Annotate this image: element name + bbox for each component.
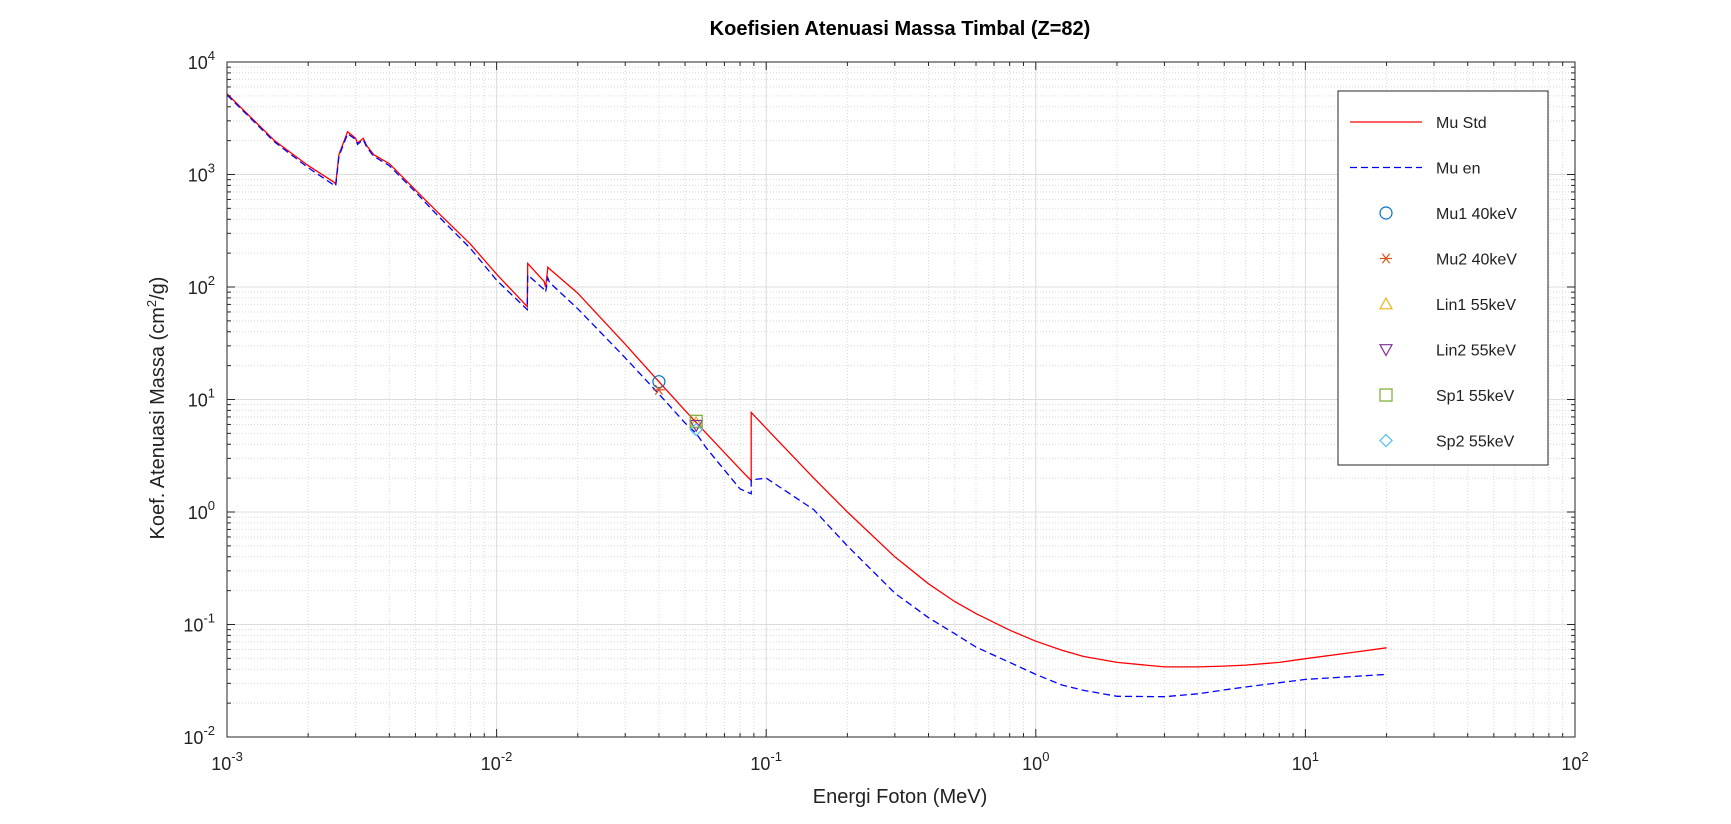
- legend-swatch: [1378, 296, 1394, 310]
- legend-swatch: [1380, 253, 1392, 264]
- chart-title: Koefisien Atenuasi Massa Timbal (Z=82): [710, 18, 1091, 40]
- y-axis-label-base: Koef. Atenuasi Massa (cm: [147, 307, 169, 539]
- y-tick-label: 101: [188, 386, 215, 411]
- legend-item-mu2-40kev: Mu2 40keV: [1380, 252, 1517, 269]
- x-tick-labels: 10-3 10-2 10-1 100 101 102: [211, 749, 1588, 774]
- legend-label: Lin2 55keV: [1436, 343, 1516, 360]
- legend-item-mu1-40kev: Mu1 40keV: [1379, 206, 1517, 223]
- y-tick-label: 10-1: [183, 611, 215, 636]
- x-tick-label: 10-2: [481, 749, 513, 774]
- legend-label: Mu en: [1436, 161, 1480, 178]
- legend-item-sp2-55kev: Sp2 55keV: [1379, 433, 1515, 451]
- y-tick-label: 100: [188, 498, 215, 523]
- legend-label: Mu1 40keV: [1436, 206, 1517, 223]
- legend-label: Mu2 40keV: [1436, 252, 1517, 269]
- point-mu1-40kev: [652, 375, 666, 389]
- legend-swatch: [1379, 433, 1393, 448]
- y-axis-label: Koef. Atenuasi Massa (cm2/g): [144, 277, 169, 540]
- legend: Mu Std Mu en Mu1 40keV Mu2 40keV Lin1 55keV L…: [1337, 90, 1549, 466]
- x-axis-label: Energi Foton (MeV): [813, 786, 988, 808]
- y-axis-label-tail: /g): [147, 277, 169, 300]
- y-tick-label: 10-2: [183, 723, 215, 748]
- point-sp1-55kev: [689, 414, 703, 428]
- legend-swatch: [1379, 388, 1393, 402]
- y-axis-label-sup: 2: [144, 300, 159, 307]
- legend-item-sp1-55kev: Sp1 55keV: [1379, 388, 1515, 405]
- legend-item-mu-std: Mu Std: [1350, 115, 1487, 132]
- x-tick-label: 100: [1022, 749, 1049, 774]
- series-layer: [226, 93, 1387, 698]
- x-tick-label: 10-3: [211, 749, 243, 774]
- y-tick-label: 102: [188, 273, 215, 298]
- x-tick-label: 10-1: [750, 749, 782, 774]
- series-line-mu-en: [226, 94, 1387, 698]
- legend-items: Mu Std Mu en Mu1 40keV Mu2 40keV Lin1 55keV L…: [1350, 115, 1517, 451]
- legend-swatch: [1378, 344, 1394, 357]
- legend-item-mu-en: Mu en: [1350, 161, 1480, 178]
- y-tick-labels: 10-2 10-1 100 101 102 103 104: [183, 48, 215, 748]
- series-line-mu-std: [226, 93, 1387, 668]
- point-sp2-55kev: [689, 422, 704, 437]
- y-tick-label: 103: [188, 161, 215, 186]
- tick-marks: [226, 61, 1576, 738]
- legend-item-lin2-55kev: Lin2 55keV: [1378, 343, 1516, 360]
- legend-label: Mu Std: [1436, 115, 1487, 132]
- legend-label: Sp1 55keV: [1436, 388, 1515, 405]
- legend-box: [1337, 90, 1549, 466]
- x-tick-label: 101: [1292, 749, 1319, 774]
- y-tick-label: 104: [188, 48, 215, 73]
- points-layer: [652, 375, 704, 437]
- x-tick-label: 102: [1561, 749, 1588, 774]
- legend-label: Lin1 55keV: [1436, 297, 1516, 314]
- legend-swatch: [1379, 206, 1393, 220]
- point-mu2-40kev: [652, 384, 665, 395]
- legend-label: Sp2 55keV: [1436, 434, 1515, 451]
- legend-item-lin1-55kev: Lin1 55keV: [1378, 296, 1516, 314]
